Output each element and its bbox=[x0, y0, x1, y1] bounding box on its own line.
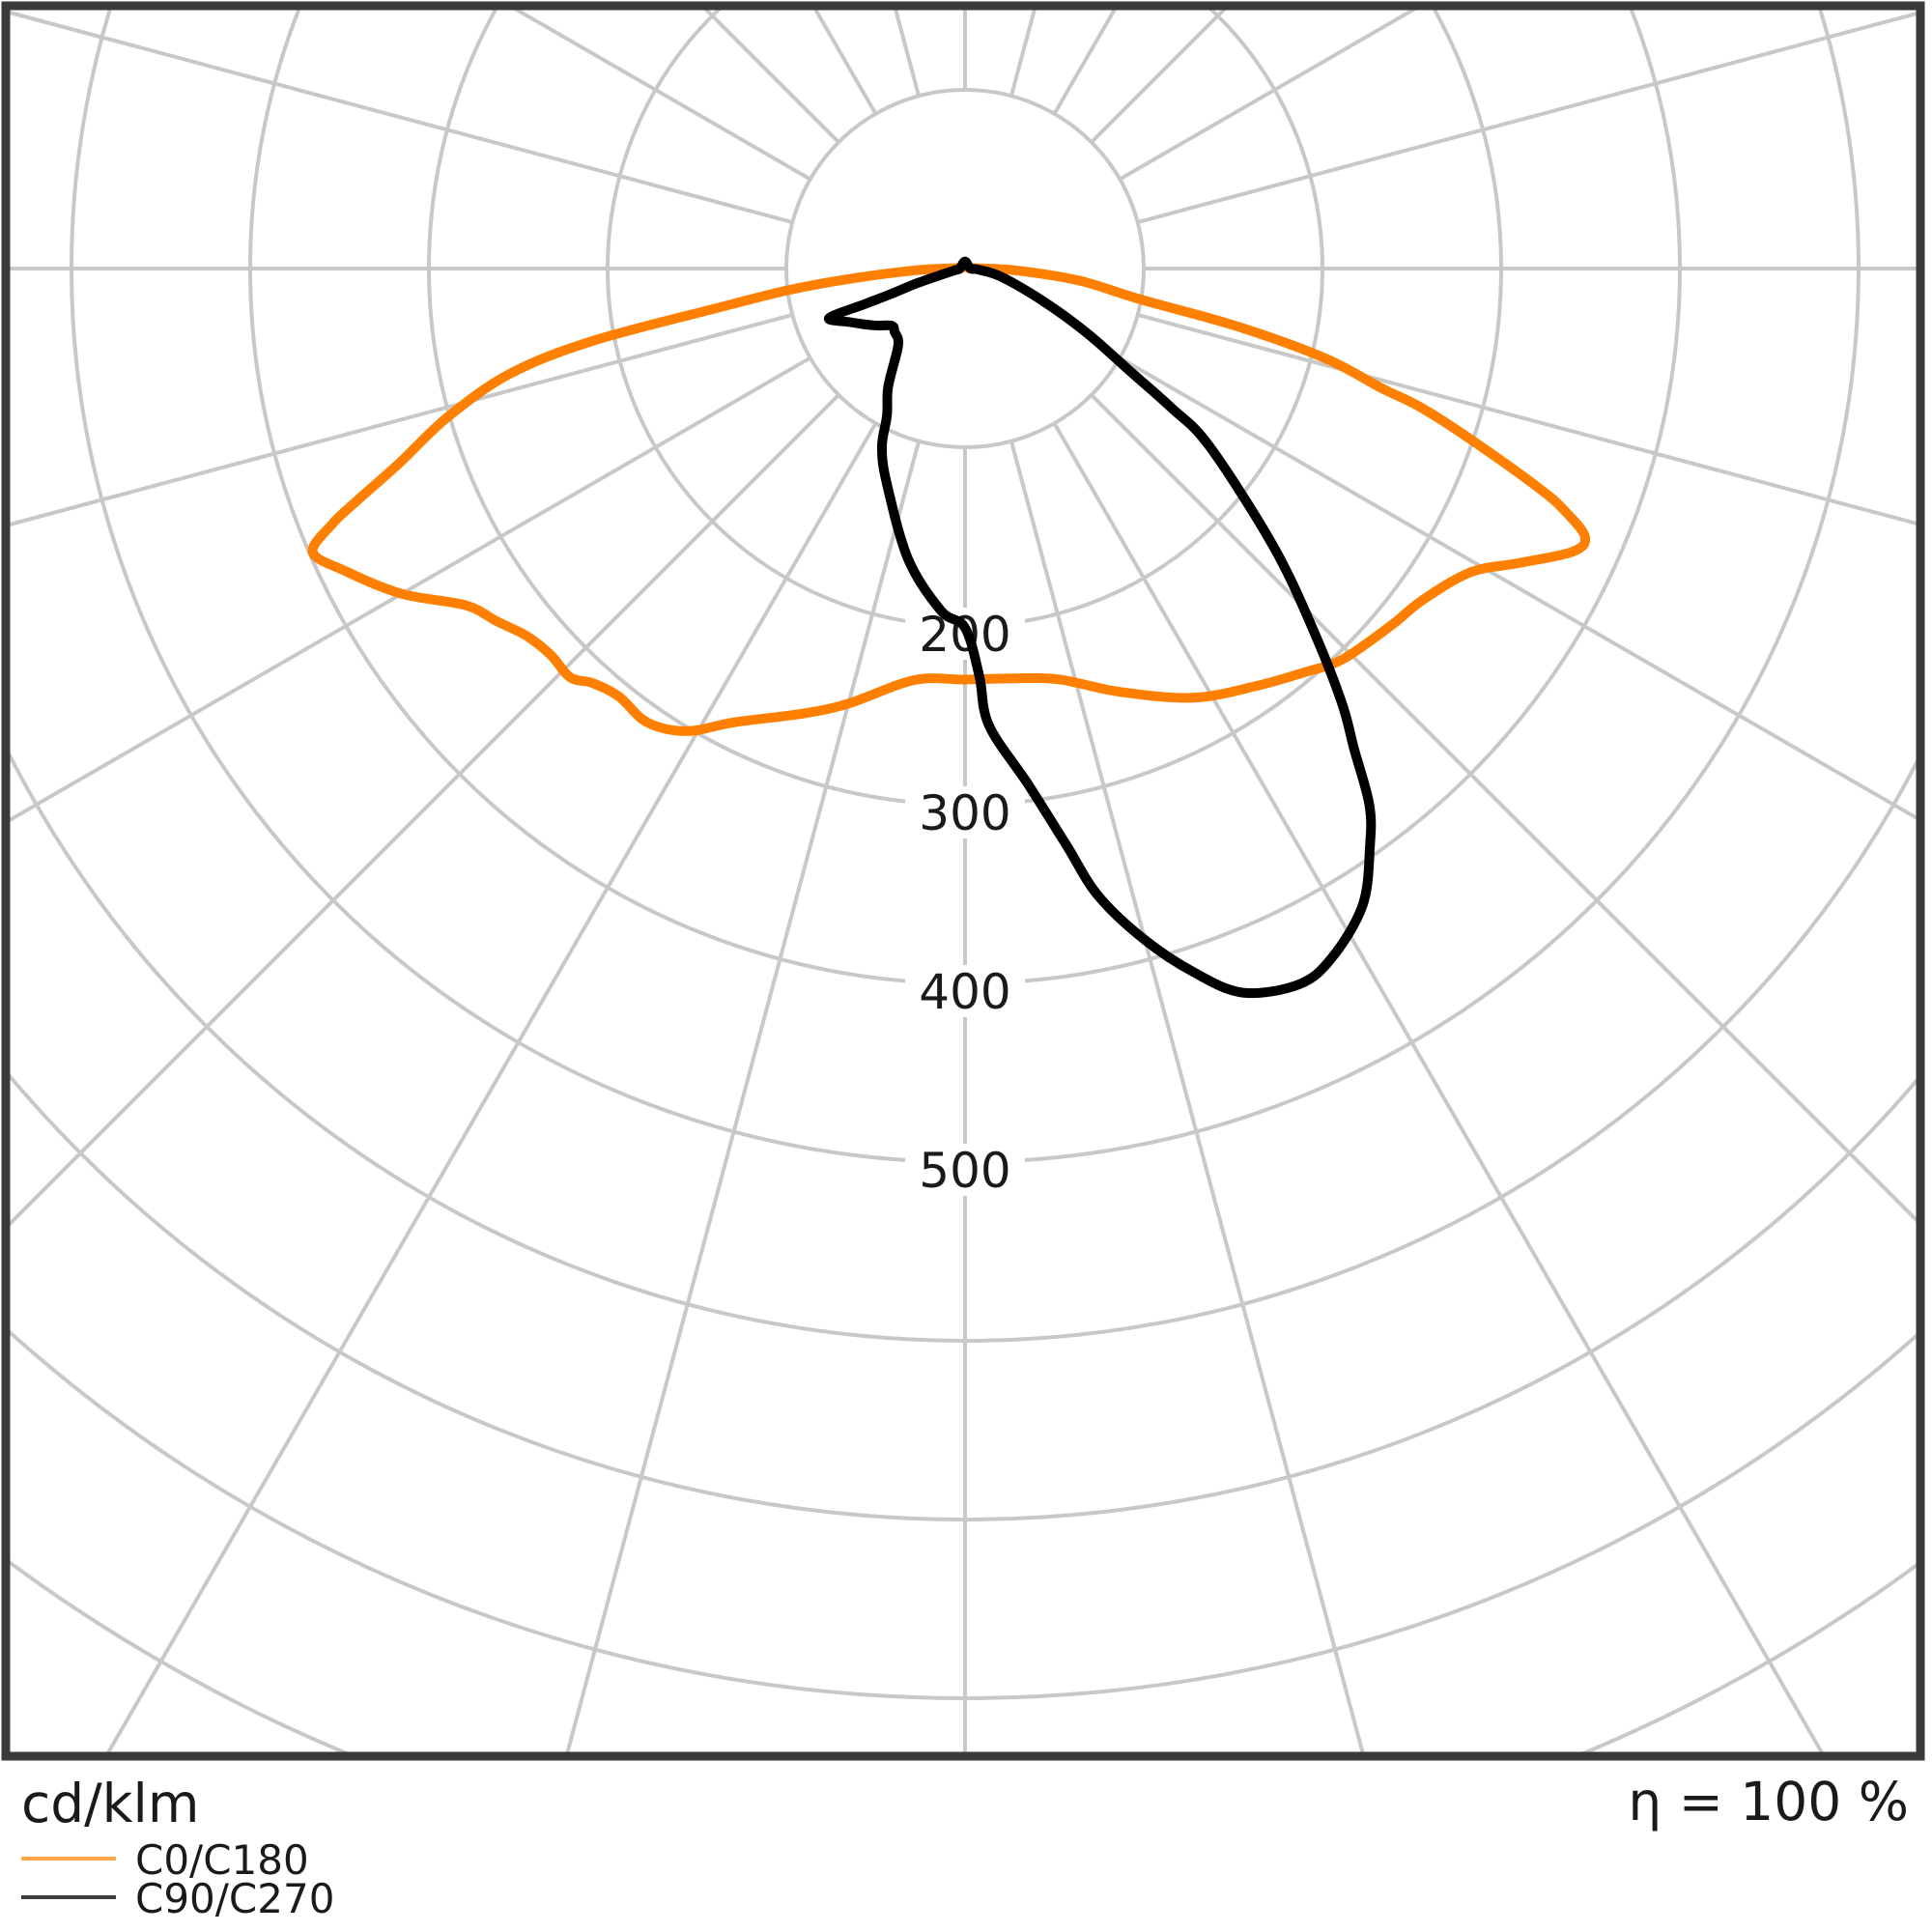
ring-label: 300 bbox=[919, 785, 1010, 841]
unit-label: cd/klm bbox=[21, 1773, 199, 1834]
ring-label-bg bbox=[905, 965, 1025, 1017]
legend: C0/C180 C90/C270 bbox=[21, 1836, 334, 1922]
plot-frame bbox=[1, 1, 1925, 1761]
ring-label: 500 bbox=[919, 1143, 1010, 1199]
curve-c0-c180 bbox=[307, 258, 1591, 736]
efficiency-label: η = 100 % bbox=[1628, 1771, 1909, 1833]
curve-c90-c270 bbox=[824, 256, 1377, 999]
footer: cd/klm η = 100 % bbox=[21, 1771, 1909, 1834]
legend-label-c0-c180: C0/C180 bbox=[135, 1836, 309, 1884]
intensity-curves bbox=[307, 256, 1591, 999]
ring-label-bg bbox=[905, 786, 1025, 838]
ring-label-bg bbox=[905, 1144, 1025, 1196]
ring-label: 400 bbox=[919, 964, 1010, 1020]
legend-label-c90-c270: C90/C270 bbox=[135, 1875, 334, 1922]
